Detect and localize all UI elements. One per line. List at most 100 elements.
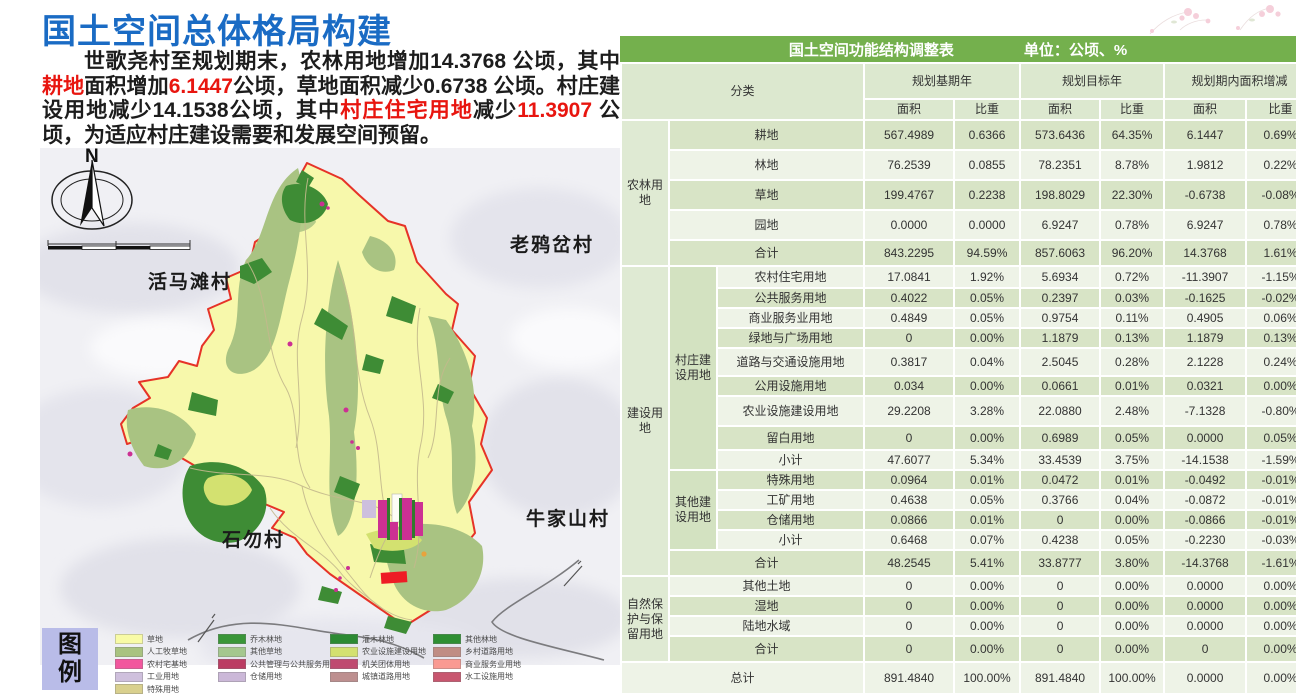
landtype-label: 园地 <box>670 211 864 239</box>
legend-swatch <box>330 634 358 645</box>
value-cell: 567.4989 <box>865 121 954 149</box>
value-cell: 0.00% <box>1247 663 1296 693</box>
value-cell: 6.1447 <box>1165 121 1246 149</box>
legend-item: 农业设施建设用地 <box>330 646 426 659</box>
legend-item: 乡村道路用地 <box>433 646 521 659</box>
value-cell: 0.00% <box>955 617 1020 635</box>
value-cell: 0.13% <box>1247 329 1296 347</box>
land-use-table: 分类 规划基期年 规划目标年 规划期内面积增减 面积 比重 面积 比重 面积 比重 农林用地 耕地 56… <box>620 62 1296 695</box>
value-cell: 891.4840 <box>865 663 954 693</box>
map-labels: 活马滩村 老鸦岔村 石勿村 牛家山村 <box>148 233 608 551</box>
legend-item: 城镇道路用地 <box>330 671 426 684</box>
table-row: 其他建设用地 特殊用地 0.0964 0.01% 0.0472 0.01% -0.0492-… <box>622 471 1296 549</box>
value-cell: 76.2539 <box>865 151 954 179</box>
legend-label: 公共管理与公共服务用地 <box>250 659 338 669</box>
value-cell: 0 <box>865 597 954 615</box>
table-row: 农林用地 耕地 567.4989 0.6366 573.6436 64.35% 6.1447… <box>622 121 1296 265</box>
svg-text:N: N <box>85 148 99 167</box>
value-cell: 78.2351 <box>1021 151 1100 179</box>
header-sub: 面积 <box>1165 100 1246 119</box>
legend-label: 商业服务业用地 <box>465 659 521 669</box>
value-cell: 1.92% <box>955 267 1020 287</box>
value-cell: 0.2238 <box>955 181 1020 209</box>
landtype-label: 留白用地 <box>718 427 864 449</box>
value-cell: -0.01% <box>1247 471 1296 489</box>
value-cell: 0.00% <box>1247 577 1296 595</box>
landtype-label: 合计 <box>670 241 864 265</box>
value-cell: 96.20% <box>1101 241 1164 265</box>
value-cell: 0.034 <box>865 377 954 395</box>
value-cell: 0.0000 <box>1165 617 1246 635</box>
legend-column: 草地 人工牧草地 农村宅基地 工业用地 特殊用地 <box>115 633 187 696</box>
group-label: 农林用地 <box>622 121 668 265</box>
legend-item: 其他草地 <box>218 646 338 659</box>
value-cell: 0.00% <box>1247 597 1296 615</box>
intro-highlight: 村庄住宅用地 <box>340 99 474 123</box>
landtype-label: 公共服务用地 <box>718 289 864 307</box>
landtype-label: 商业服务业用地 <box>718 309 864 327</box>
intro-text: 面积增加 <box>84 74 169 98</box>
value-cell: 0.00% <box>1247 637 1296 661</box>
table-row: 公共服务用地 0.4022 0.05% 0.2397 0.03% -0.1625 -0.02… <box>622 289 1296 307</box>
table-row: 合计 0 0.00% 0 0.00% 0 0.00% <box>622 637 1296 661</box>
value-cell: 0.0472 <box>1021 471 1100 489</box>
legend-item: 水工设施用地 <box>433 671 521 684</box>
landtype-label: 小计 <box>718 451 864 469</box>
table-row: 湿地 0 0.00% 0 0.00% 0.0000 0.00% <box>622 597 1296 615</box>
value-cell: 0 <box>1021 637 1100 661</box>
value-cell: 22.30% <box>1101 181 1164 209</box>
table-row: 道路与交通设施用地 0.3817 0.04% 2.5045 0.28% 2.1228 0.2… <box>622 349 1296 375</box>
table-row: 陆地水域 0 0.00% 0 0.00% 0.0000 0.00% <box>622 617 1296 635</box>
legend-label: 机关团体用地 <box>362 659 410 669</box>
value-cell: 0.05% <box>1247 427 1296 449</box>
table-title: 国土空间功能结构调整表 <box>788 41 954 59</box>
value-cell: 0.6366 <box>955 121 1020 149</box>
value-cell: 100.00% <box>1101 663 1164 693</box>
legend-label: 草地 <box>147 634 163 644</box>
section-total-label: 合计 <box>670 551 864 575</box>
legend-item: 商业服务业用地 <box>433 658 521 671</box>
value-cell: 0.01% <box>1101 471 1164 489</box>
value-cell: 0 <box>1021 511 1100 529</box>
value-cell: 2.5045 <box>1021 349 1100 375</box>
legend-label: 农村宅基地 <box>147 659 187 669</box>
legend-item: 农村宅基地 <box>115 658 187 671</box>
value-cell: 0.06% <box>1247 309 1296 327</box>
value-cell: 5.41% <box>955 551 1020 575</box>
intro-text: 公顷，为适应村庄建设需要和发展空间预留。 <box>42 99 621 147</box>
legend-label: 城镇道路用地 <box>362 672 410 682</box>
value-cell: 0.3766 <box>1021 491 1100 509</box>
value-cell: 2.1228 <box>1165 349 1246 375</box>
value-cell: -14.3768 <box>1165 551 1246 575</box>
value-cell: 0.6989 <box>1021 427 1100 449</box>
legend-item: 工业用地 <box>115 671 187 684</box>
table-row: 农业设施建设用地 29.2208 3.28% 22.0880 2.48% -7.1328-… <box>622 397 1296 425</box>
legend-label: 灌木林地 <box>362 634 394 644</box>
intro-text: 公顷，草地面积减少0.6738 公顷。村庄建设用地减少14.1538公顷，其中 <box>42 74 621 123</box>
highlight-parcel <box>380 571 408 584</box>
value-cell: 100.00% <box>955 663 1020 693</box>
value-cell: 0.00% <box>1101 577 1164 595</box>
value-cell: 0.00% <box>1247 377 1296 395</box>
table-header-row: 分类 规划基期年 规划目标年 规划期内面积增减 <box>622 64 1296 119</box>
table-row: 绿地与广场用地 0 0.00% 1.1879 0.13% 1.1879 0.13% <box>622 329 1296 347</box>
landtype-label: 其他土地 <box>670 577 864 595</box>
value-cell: 0.6468 <box>865 531 954 549</box>
table-row: 小计 0.6468 0.07% 0.4238 0.05% -0.2230 -0.03% <box>622 531 1296 549</box>
map-legend: 草地 人工牧草地 农村宅基地 工业用地 特殊用地 乔木林地 其他草地 公共管理与公共服务用地仓… <box>115 633 620 695</box>
value-cell: 14.3768 <box>1165 241 1246 265</box>
legend-swatch <box>330 659 358 670</box>
value-cell: 0.0964 <box>865 471 954 489</box>
legend-swatch <box>218 671 246 682</box>
value-cell: 0.00% <box>955 597 1020 615</box>
value-cell: 0 <box>865 427 954 449</box>
legend-item: 特殊用地 <box>115 683 187 696</box>
map-canvas: N 活马滩村 老鸦岔村 石勿村 牛家山村 <box>40 148 620 665</box>
legend-swatch <box>115 646 143 657</box>
subgroup-label: 其他建设用地 <box>670 471 716 549</box>
landtype-label: 工矿用地 <box>718 491 864 509</box>
intro-highlight: 耕地 <box>42 74 85 98</box>
value-cell: 48.2545 <box>865 551 954 575</box>
value-cell: 5.6934 <box>1021 267 1100 287</box>
table-row: 合计 48.2545 5.41% 33.8777 3.80% -14.3768 -1.61% <box>622 551 1296 575</box>
